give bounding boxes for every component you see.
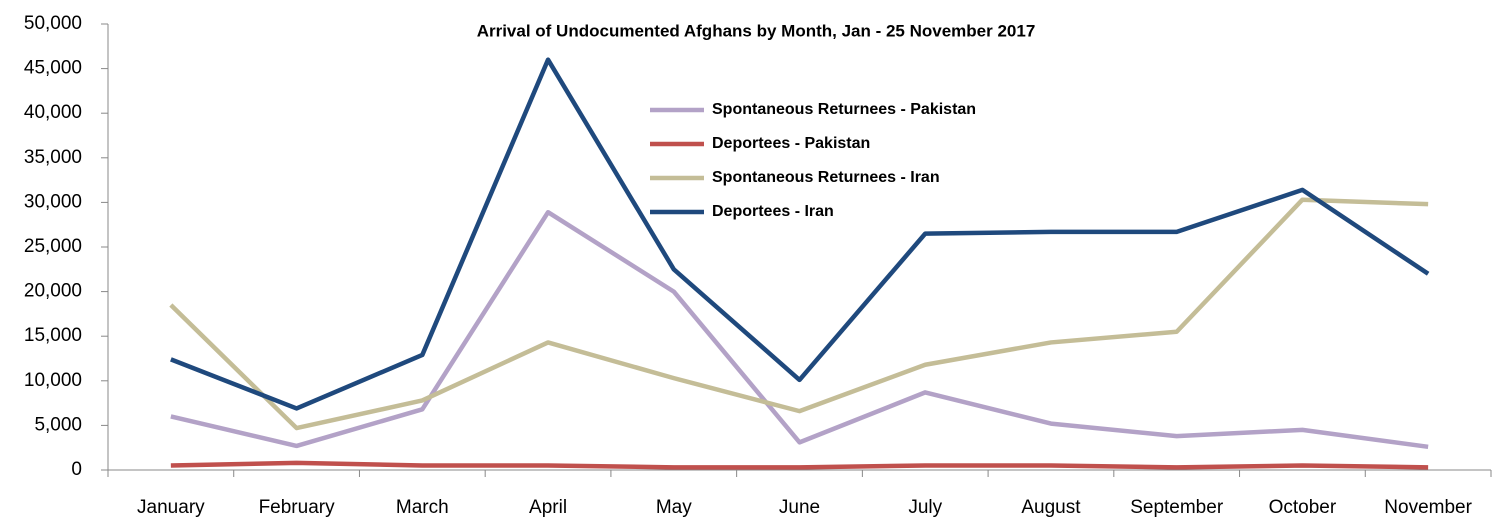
x-tick-label: February (259, 497, 336, 518)
x-tick-label: August (1021, 497, 1081, 518)
x-tick-label: July (908, 497, 942, 518)
legend-label: Spontaneous Returnees - Pakistan (712, 101, 976, 118)
x-tick-label: March (396, 497, 449, 518)
series-line (170, 57, 1430, 411)
chart-title: Arrival of Undocumented Afghans by Month… (477, 21, 1036, 40)
y-tick-label: 45,000 (24, 58, 82, 79)
series-line (170, 460, 1429, 470)
x-tick-label: June (779, 497, 820, 518)
y-tick-label: 50,000 (24, 13, 82, 34)
x-tick-label: January (137, 497, 205, 518)
y-tick-label: 5,000 (34, 414, 82, 435)
y-tick-label: 10,000 (24, 370, 82, 391)
x-tick-label: September (1130, 497, 1224, 518)
y-tick-label: 15,000 (24, 325, 82, 346)
legend-label: Deportees - Pakistan (712, 135, 870, 152)
y-tick-label: 25,000 (24, 236, 82, 257)
x-tick-label: November (1384, 497, 1472, 518)
series-line (170, 209, 1429, 450)
x-tick-label: May (656, 497, 692, 518)
y-tick-label: 30,000 (24, 191, 82, 212)
x-tick-label: April (529, 497, 567, 518)
y-tick-label: 40,000 (24, 102, 82, 123)
legend-label: Spontaneous Returnees - Iran (712, 169, 940, 186)
x-tick-label: October (1269, 497, 1337, 518)
y-tick-label: 20,000 (24, 281, 82, 302)
series-line (169, 197, 1429, 431)
y-tick-label: 0 (71, 459, 82, 480)
legend-label: Deportees - Iran (712, 203, 834, 220)
y-tick-label: 35,000 (24, 147, 82, 168)
